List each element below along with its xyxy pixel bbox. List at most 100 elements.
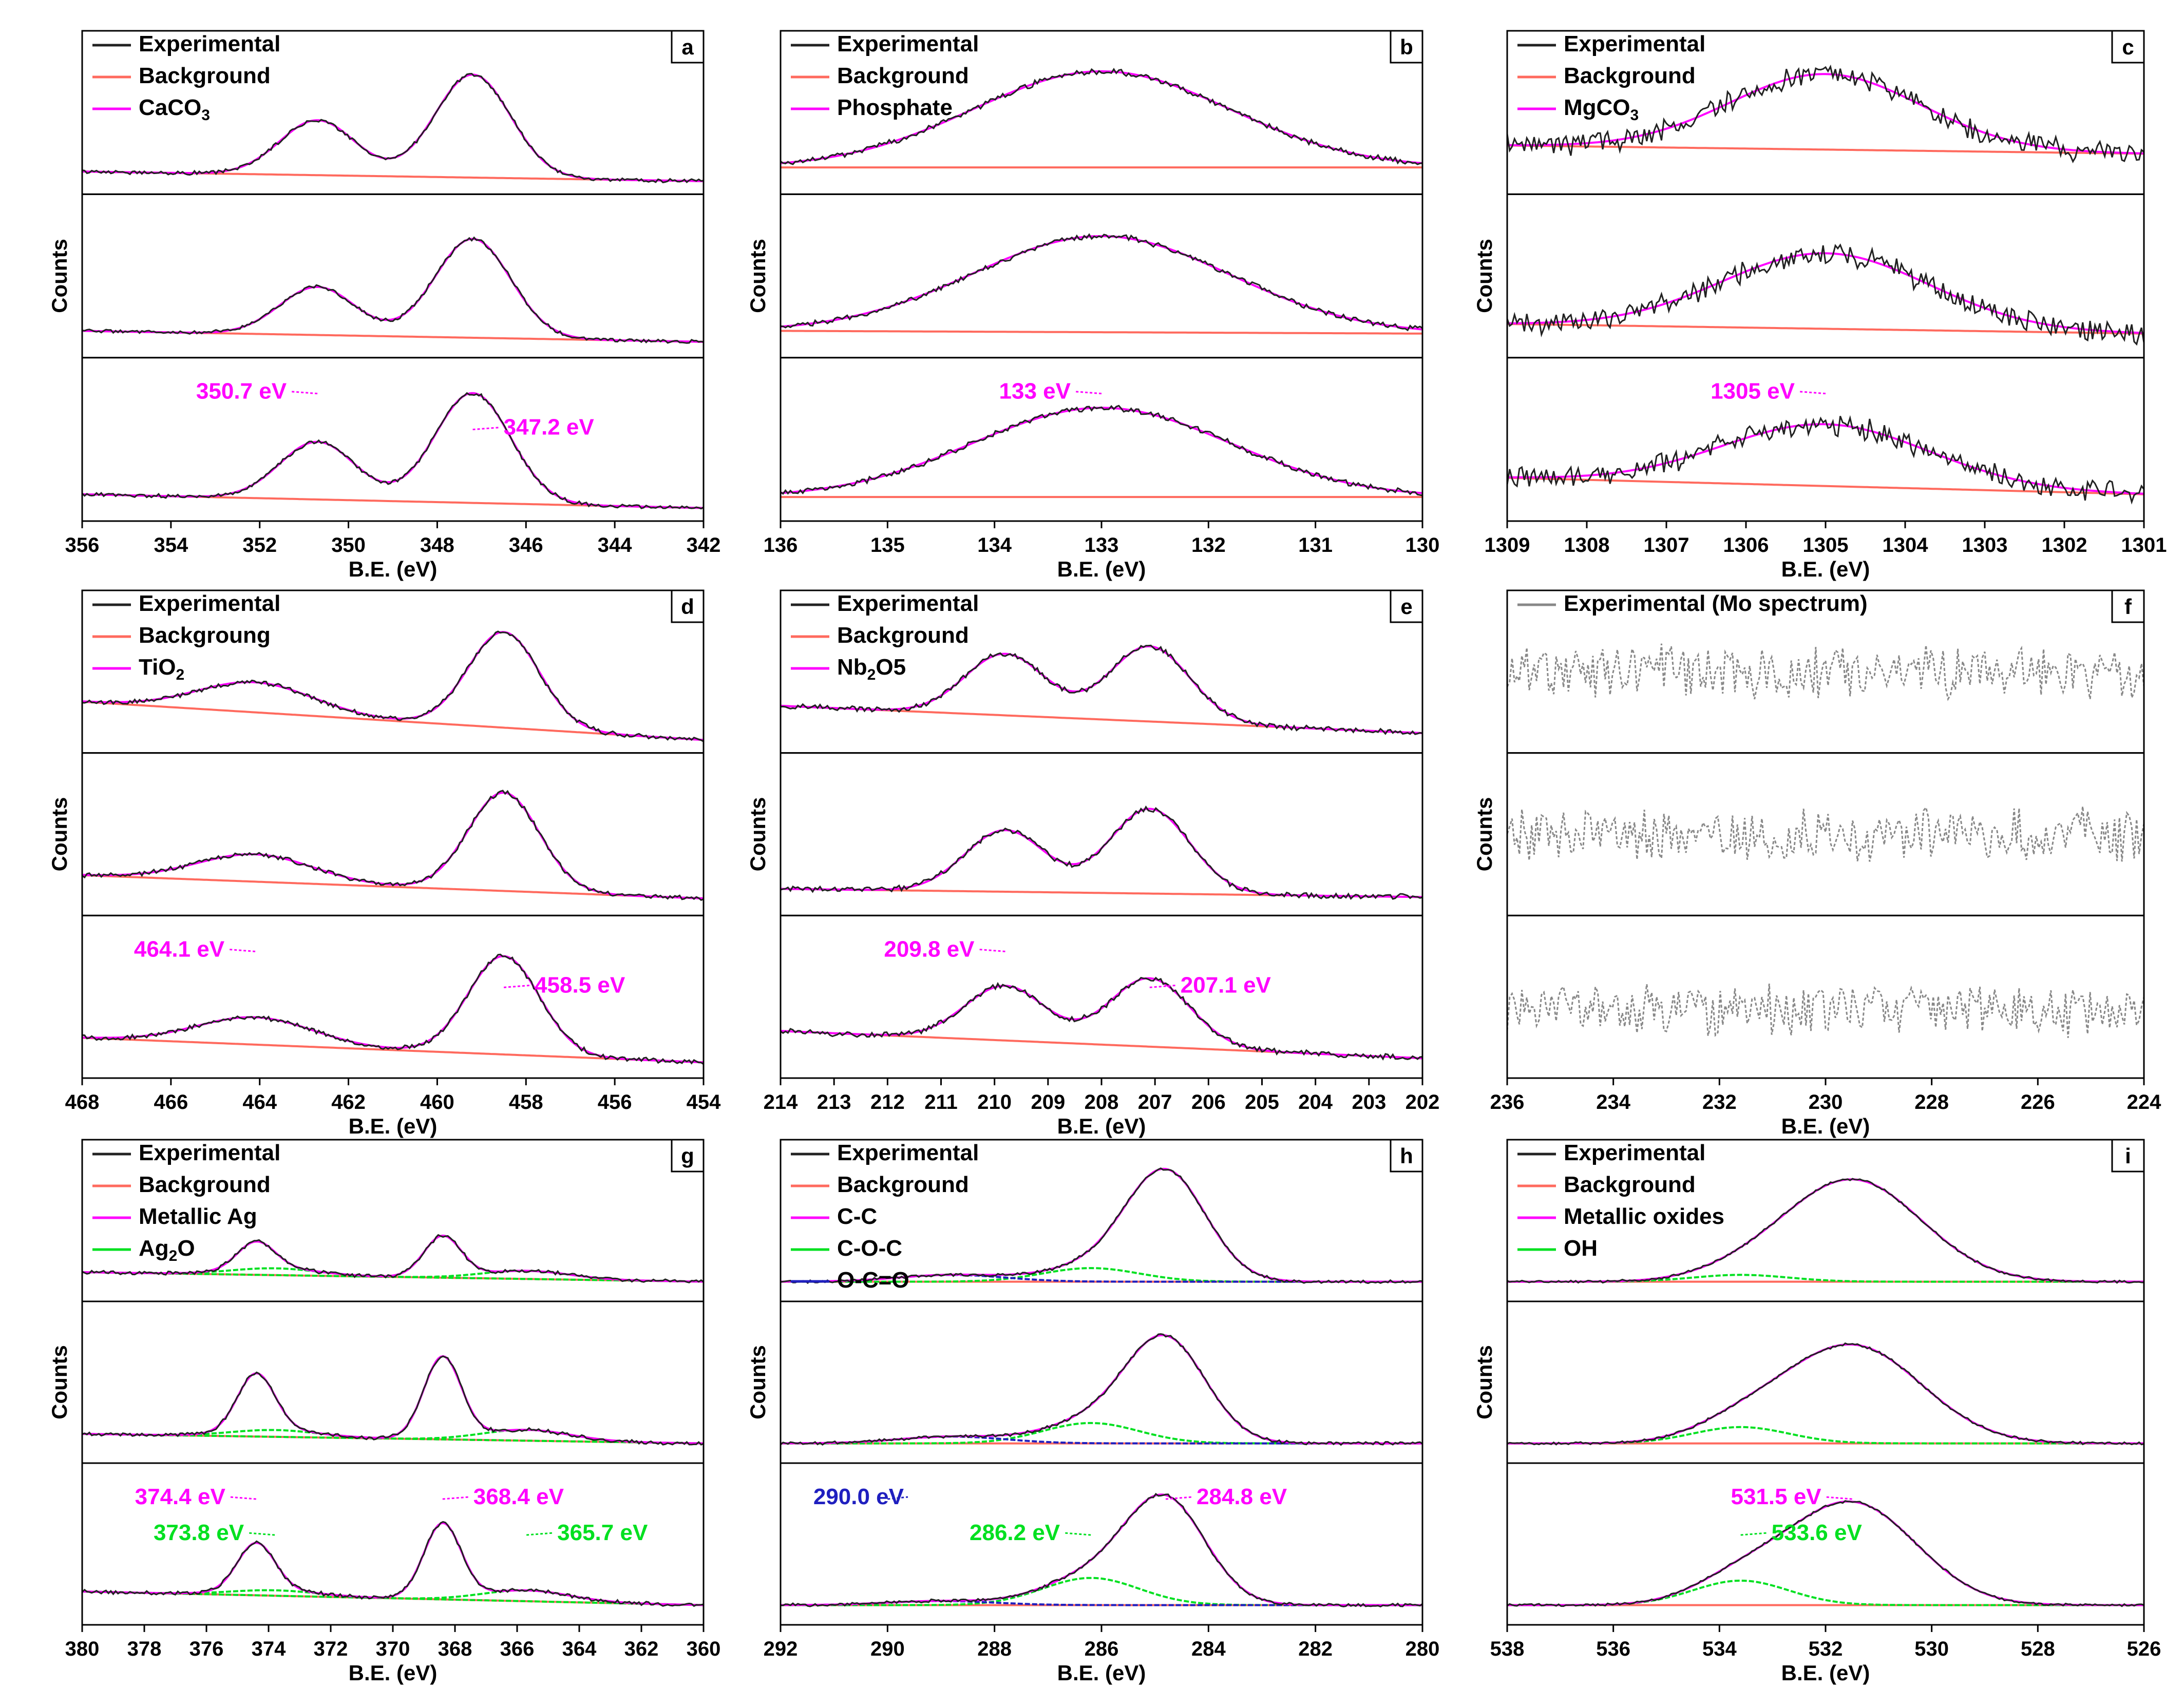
x-tick-label: 212 (870, 1091, 905, 1114)
subplot-c-2 (1506, 193, 2145, 359)
y-axis-label: Counts (1472, 797, 1496, 872)
panel-letter-box (1390, 1139, 1423, 1173)
annotation-leader (1064, 1532, 1091, 1536)
annotation-leader (1798, 391, 1826, 395)
legend-entry: Experimental (1564, 1140, 1705, 1165)
subplot-c-3 (1506, 357, 2145, 522)
peak-annotation: 1305 eV (1711, 379, 1795, 404)
peak-annotation: 458.5 eV (535, 972, 625, 997)
x-tick-label: 203 (1352, 1091, 1386, 1114)
x-tick-label: 536 (1596, 1638, 1630, 1660)
panel-letter: f (2124, 594, 2132, 619)
experimental-curve (1506, 64, 2144, 164)
x-tick-label: 380 (65, 1638, 100, 1660)
legend-label: C-O-C (837, 1236, 902, 1261)
annotation-leader (978, 948, 1005, 952)
legend-label: Experimental (837, 1140, 979, 1165)
panel-a: 356 354 352 350 348 346 344 342 B.E. (eV) Counts a… (47, 30, 721, 581)
x-tick-label: 228 (1914, 1091, 1949, 1114)
subplot-h-2 (780, 1300, 1423, 1464)
legend-label: Experimental (837, 31, 979, 56)
legend-label: CaCO (139, 95, 201, 120)
annotation-leader (1149, 984, 1176, 988)
x-tick-label: 342 (687, 534, 721, 556)
fit-envelope-curve (1507, 73, 2144, 155)
legend-entry: Background (1564, 63, 1696, 88)
experimental-curve (1506, 415, 2145, 505)
legend: Experimental Background Metallic oxides OH (1517, 1140, 1724, 1261)
legend-entry: Background (837, 623, 969, 648)
fit-envelope-curve (82, 1355, 704, 1445)
legend-label: MgCO (1564, 95, 1630, 120)
experimental-curve (1507, 1178, 2144, 1284)
x-tick-label: 528 (2021, 1638, 2055, 1660)
legend-subscript: 3 (1630, 107, 1639, 124)
peak-annotation: 374.4 eV (135, 1484, 226, 1509)
x-axis-label: B.E. (eV) (1057, 557, 1146, 581)
x-tick-label: 136 (764, 534, 798, 556)
peak-annotation: 373.8 eV (154, 1520, 244, 1545)
x-tick-label: 360 (687, 1638, 721, 1660)
x-tick-label: 224 (2127, 1091, 2161, 1114)
x-axis-label: B.E. (eV) (349, 1661, 438, 1685)
panel-letter: h (1400, 1144, 1413, 1168)
legend-entry: Metallic Ag (139, 1204, 257, 1229)
y-axis-label: Counts (746, 239, 770, 313)
y-axis-label: Counts (746, 1345, 770, 1419)
legend-subscript: 2 (169, 1247, 178, 1264)
y-axis-label: Counts (1472, 1345, 1496, 1419)
x-axis-label: B.E. (eV) (1057, 1114, 1146, 1138)
x-tick-label: 213 (817, 1091, 851, 1114)
peak-annotation: 350.7 eV (196, 379, 287, 404)
x-tick-label: 378 (127, 1638, 162, 1660)
x-tick-label: 208 (1085, 1091, 1119, 1114)
panel-letter-box (2111, 1139, 2145, 1173)
x-tick-label: 464 (242, 1091, 277, 1114)
x-tick-label: 376 (189, 1638, 224, 1660)
experimental-curve (81, 392, 704, 510)
legend: Experimental (Mo spectrum) (1517, 591, 1868, 616)
panel-letter-box (671, 30, 705, 64)
legend-label: Background (1564, 1172, 1696, 1197)
peak-annotation: 209.8 eV (884, 936, 975, 962)
legend: Experimental Background Metallic Ag Ag2O (92, 1140, 280, 1264)
x-tick-label: 1304 (1883, 534, 1929, 556)
legend-entry: Background (837, 1172, 969, 1197)
experimental-curve (1506, 983, 2145, 1038)
subplot-f-2 (1506, 752, 2145, 916)
panel-e: 214 213 212 211 210 209 208 207 206 205 204 203 202 B… (746, 589, 1439, 1138)
legend-entry: O-C=O (837, 1268, 909, 1293)
experimental-curve (1506, 643, 2145, 701)
annotation-leader (442, 1496, 469, 1500)
experimental-curve (82, 236, 704, 344)
legend-label: Background (1564, 63, 1696, 88)
panel-d: 468 466 464 462 460 458 456 454 B.E. (eV) Counts d… (47, 589, 721, 1138)
legend-label: Phosphate (837, 95, 953, 120)
x-tick-label: 366 (500, 1638, 535, 1660)
experimental-curve (82, 72, 704, 184)
subplot-frame (1506, 357, 2145, 522)
x-tick-label: 214 (764, 1091, 798, 1114)
x-tick-label: 372 (314, 1638, 348, 1660)
panel-letter: b (1400, 35, 1413, 59)
experimental-curve (780, 1167, 1423, 1284)
y-axis-label: Counts (1472, 239, 1496, 313)
x-tick-label: 1305 (1803, 534, 1849, 556)
x-tick-label: 466 (154, 1091, 188, 1114)
experimental-curve (780, 67, 1423, 165)
subplot-frame (780, 1300, 1423, 1464)
legend-label: O-C=O (837, 1268, 909, 1293)
x-tick-label: 362 (624, 1638, 659, 1660)
legend-label: Background (139, 63, 271, 88)
x-tick-label: 135 (870, 534, 905, 556)
legend-entry: Experimental (837, 591, 979, 616)
legend-label: Background (139, 1172, 271, 1197)
x-tick-label: 1309 (1485, 534, 1530, 556)
legend-entry: Phosphate (837, 95, 953, 120)
background-curve (82, 874, 704, 899)
subplot-frame (780, 752, 1423, 916)
legend-subscript: 3 (201, 107, 210, 124)
peak-annotation: 284.8 eV (1197, 1484, 1287, 1509)
legend-entry: Experimental (139, 1140, 280, 1165)
